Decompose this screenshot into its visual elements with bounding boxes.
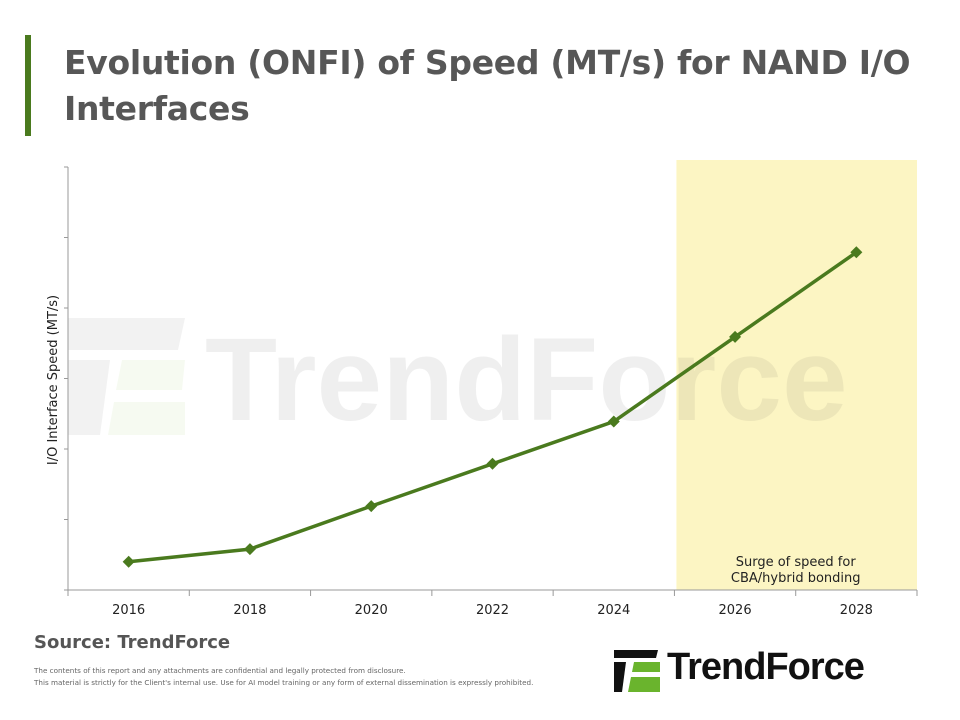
data-point-2024 — [607, 415, 620, 428]
x-tick-label: 2016 — [112, 603, 145, 618]
highlight-annotation: Surge of speed for — [736, 555, 857, 570]
logo-mark-icon — [614, 650, 660, 692]
disclaimer-line-2: This material is strictly for the Client… — [34, 678, 534, 687]
page-title: Evolution (ONFI) of Speed (MT/s) for NAN… — [64, 43, 911, 128]
x-tick-label: 2022 — [476, 603, 509, 618]
x-tick-label: 2028 — [840, 603, 873, 618]
data-point-2020 — [365, 500, 378, 513]
data-point-2016 — [122, 555, 135, 568]
data-point-2026 — [729, 330, 742, 343]
x-tick-label: 2020 — [355, 603, 388, 618]
data-point-2022 — [486, 457, 499, 470]
data-point-2028 — [850, 246, 863, 259]
y-axis-label: I/O Interface Speed (MT/s) — [46, 295, 61, 465]
trendforce-logo: TrendForce — [612, 646, 932, 693]
logo-text: TrendForce — [667, 646, 865, 688]
svg-text:TrendForce: TrendForce — [205, 314, 848, 446]
title-accent-bar — [25, 35, 31, 136]
source-label: Source: TrendForce — [34, 632, 231, 653]
data-point-2018 — [243, 543, 256, 556]
x-tick-label: 2018 — [233, 603, 266, 618]
highlight-band — [676, 160, 917, 590]
x-tick-label: 2026 — [719, 603, 752, 618]
x-tick-label: 2024 — [597, 603, 630, 618]
watermark: TrendForce — [68, 314, 848, 446]
highlight-annotation: CBA/hybrid bonding — [731, 571, 861, 586]
disclaimer-line-1: The contents of this report and any atta… — [34, 666, 406, 675]
